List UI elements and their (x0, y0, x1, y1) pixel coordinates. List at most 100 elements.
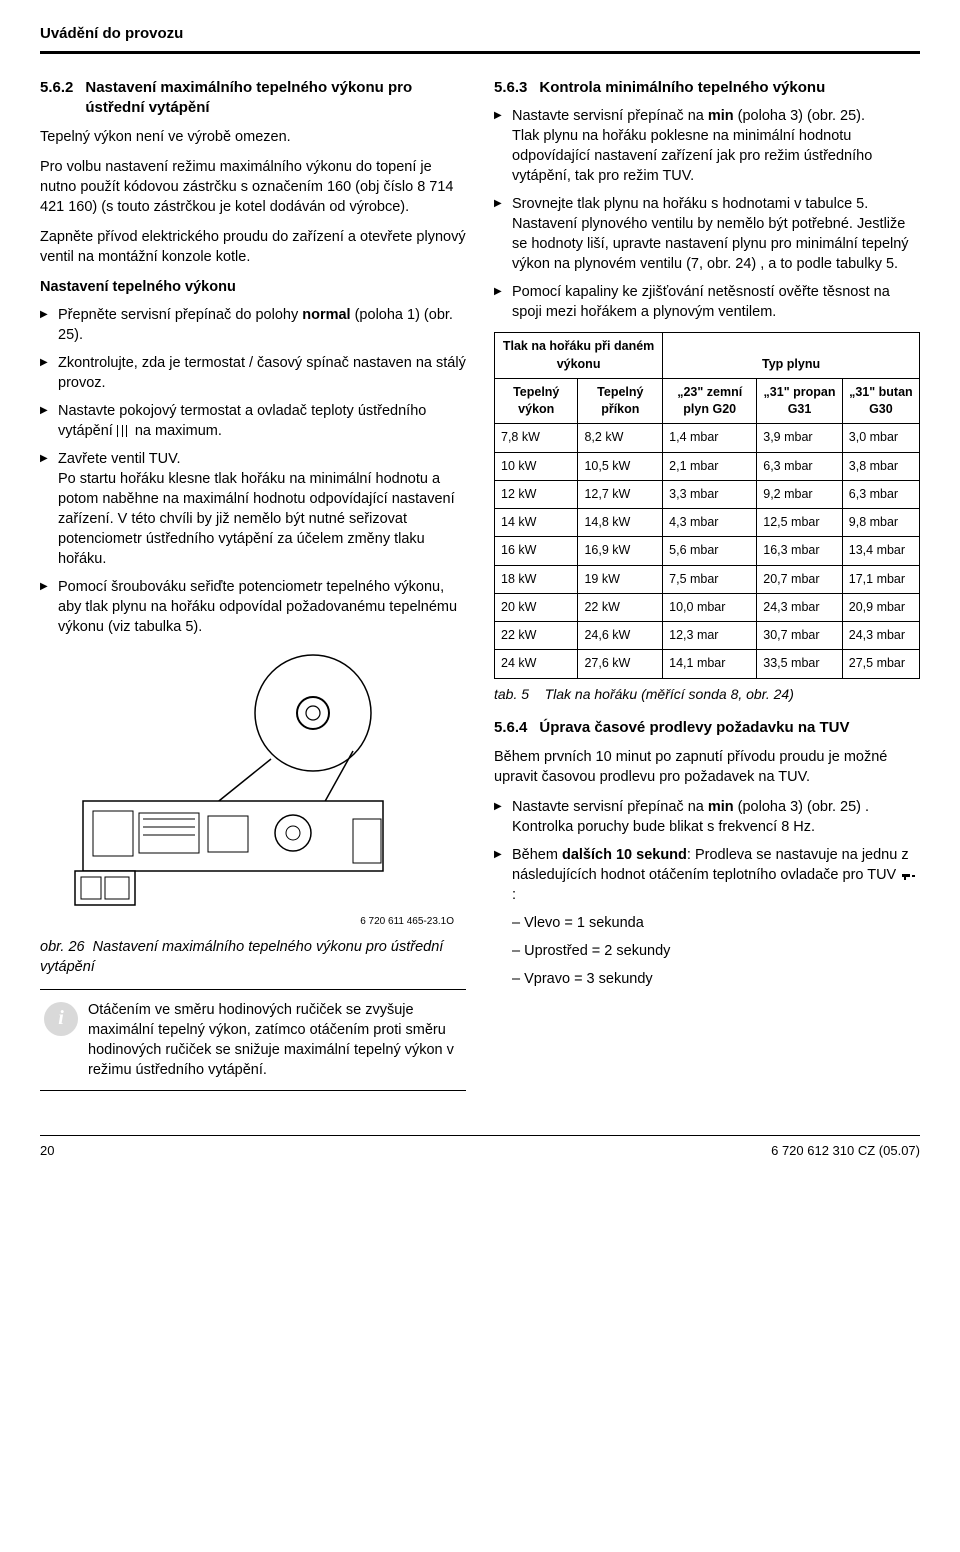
bold-text: min (708, 799, 734, 815)
cell: 3,0 mbar (842, 424, 919, 452)
document-id: 6 720 612 310 CZ (05.07) (771, 1142, 920, 1160)
section-562-title: 5.6.2 Nastavení maximálního tepelného vý… (40, 78, 466, 119)
cell: 2,1 mbar (663, 452, 757, 480)
figure-text: Nastavení maximálního tepelného výkonu p… (40, 939, 443, 975)
cell: 10 kW (495, 452, 578, 480)
table-header-group: Tlak na hořáku při daném výkonu (495, 333, 663, 379)
tap-icon (900, 869, 914, 881)
right-column: 5.6.3 Kontrola minimálního tepelného výk… (494, 78, 920, 1107)
figure-26 (40, 651, 466, 911)
list-item: Během dalších 10 sekund: Prodleva se nas… (512, 845, 920, 989)
list-item: Zavřete ventil TUV. Po startu hořáku kle… (58, 449, 466, 569)
subheading: Nastavení tepelného výkonu (40, 277, 466, 297)
cell: 20,9 mbar (842, 593, 919, 621)
section-564-title: 5.6.4 Úprava časové prodlevy požadavku n… (494, 718, 920, 739)
cell: 16 kW (495, 537, 578, 565)
bold-text: min (708, 108, 734, 124)
note-text: Otáčením ve směru hodinových ručiček se … (88, 1002, 454, 1078)
section-heading: Kontrola minimálního tepelného výkonu (539, 78, 825, 99)
text: Přepněte servisní přepínač do polohy (58, 307, 302, 323)
bold-text: normal (302, 307, 350, 323)
bullet-list: Nastavte servisní přepínač na min (poloh… (494, 106, 920, 322)
info-icon: i (44, 1002, 78, 1036)
cell: 17,1 mbar (842, 565, 919, 593)
text: (poloha 3) (obr. 25). (734, 108, 865, 124)
list-item: Nastavte servisní přepínač na min (poloh… (512, 106, 920, 186)
cell: 12,3 mar (663, 622, 757, 650)
cell: 12 kW (495, 480, 578, 508)
cell: 16,9 kW (578, 537, 663, 565)
cell: 12,7 kW (578, 480, 663, 508)
cell: 30,7 mbar (757, 622, 843, 650)
technical-diagram-icon (40, 651, 466, 911)
text: na maximum. (131, 423, 222, 439)
table-row: 10 kW10,5 kW2,1 mbar6,3 mbar3,8 mbar (495, 452, 920, 480)
cell: 4,3 mbar (663, 509, 757, 537)
table-header: „31" propan G31 (757, 378, 843, 424)
table-row: 20 kW22 kW10,0 mbar24,3 mbar20,9 mbar (495, 593, 920, 621)
figure-caption: obr. 26 Nastavení maximálního tepelného … (40, 937, 466, 977)
table-header: Tepelný příkon (578, 378, 663, 424)
bullet-list: Nastavte servisní přepínač na min (poloh… (494, 797, 920, 989)
cell: 27,5 mbar (842, 650, 919, 678)
text: Kontrolka poruchy bude blikat s frekvenc… (512, 819, 815, 835)
table-header: Tepelný výkon (495, 378, 578, 424)
cell: 27,6 kW (578, 650, 663, 678)
running-head: Uvádění do provozu (40, 24, 920, 54)
paragraph: Pro volbu nastavení režimu maximálního v… (40, 157, 466, 217)
list-item: Nastavte servisní přepínač na min (poloh… (512, 797, 920, 837)
text: Nastavte pokojový termostat a ovladač te… (58, 403, 426, 439)
cell: 7,8 kW (495, 424, 578, 452)
table-label: tab. 5 (494, 686, 529, 702)
paragraph: Během prvních 10 minut po zapnutí přívod… (494, 747, 920, 787)
text: Nastavte servisní přepínač na (512, 108, 708, 124)
cell: 3,8 mbar (842, 452, 919, 480)
cell: 3,9 mbar (757, 424, 843, 452)
table-row: 14 kW14,8 kW4,3 mbar12,5 mbar9,8 mbar (495, 509, 920, 537)
table-row: 18 kW19 kW7,5 mbar20,7 mbar17,1 mbar (495, 565, 920, 593)
table-caption-text: Tlak na hořáku (měřící sonda 8, obr. 24) (545, 686, 794, 702)
cell: 9,8 mbar (842, 509, 919, 537)
text: (poloha 3) (obr. 25) . (734, 799, 869, 815)
list-item: Pomocí kapaliny ke zjišťování netěsností… (512, 282, 920, 322)
cell: 16,3 mbar (757, 537, 843, 565)
table-header-group: Typ plynu (663, 333, 920, 379)
cell: 3,3 mbar (663, 480, 757, 508)
section-number: 5.6.3 (494, 78, 527, 99)
table-row: 16 kW16,9 kW5,6 mbar16,3 mbar13,4 mbar (495, 537, 920, 565)
content-columns: 5.6.2 Nastavení maximálního tepelného vý… (40, 78, 920, 1107)
table-row: 24 kW27,6 kW14,1 mbar33,5 mbar27,5 mbar (495, 650, 920, 678)
cell: 20,7 mbar (757, 565, 843, 593)
page-footer: 20 6 720 612 310 CZ (05.07) (40, 1135, 920, 1160)
info-note: i Otáčením ve směru hodinových ručiček s… (40, 989, 466, 1091)
cell: 14,1 mbar (663, 650, 757, 678)
page-number: 20 (40, 1142, 54, 1160)
cell: 7,5 mbar (663, 565, 757, 593)
cell: 24,3 mbar (757, 593, 843, 621)
cell: 33,5 mbar (757, 650, 843, 678)
cell: 8,2 kW (578, 424, 663, 452)
text: Srovnejte tlak plynu na hořáku s hodnota… (512, 196, 868, 212)
radiator-icon (117, 425, 131, 437)
cell: 14 kW (495, 509, 578, 537)
table-row: 7,8 kW8,2 kW1,4 mbar3,9 mbar3,0 mbar (495, 424, 920, 452)
section-number: 5.6.2 (40, 78, 73, 119)
table-header: „31" butan G30 (842, 378, 919, 424)
cell: 9,2 mbar (757, 480, 843, 508)
cell: 24 kW (495, 650, 578, 678)
figure-label: obr. 26 (40, 939, 85, 955)
text: Během (512, 847, 562, 863)
cell: 24,6 kW (578, 622, 663, 650)
cell: 10,5 kW (578, 452, 663, 480)
table-row: 22 kW24,6 kW12,3 mar30,7 mbar24,3 mbar (495, 622, 920, 650)
list-item: Nastavte pokojový termostat a ovladač te… (58, 401, 466, 441)
table-body: 7,8 kW8,2 kW1,4 mbar3,9 mbar3,0 mbar 10 … (495, 424, 920, 678)
cell: 12,5 mbar (757, 509, 843, 537)
cell: 1,4 mbar (663, 424, 757, 452)
dash-list: Vlevo = 1 sekunda Uprostřed = 2 sekundy … (512, 913, 920, 989)
cell: 22 kW (578, 593, 663, 621)
table-row: 12 kW12,7 kW3,3 mbar9,2 mbar6,3 mbar (495, 480, 920, 508)
figure-id: 6 720 611 465-23.1O (40, 915, 454, 929)
list-item: Vpravo = 3 sekundy (530, 969, 920, 989)
cell: 13,4 mbar (842, 537, 919, 565)
